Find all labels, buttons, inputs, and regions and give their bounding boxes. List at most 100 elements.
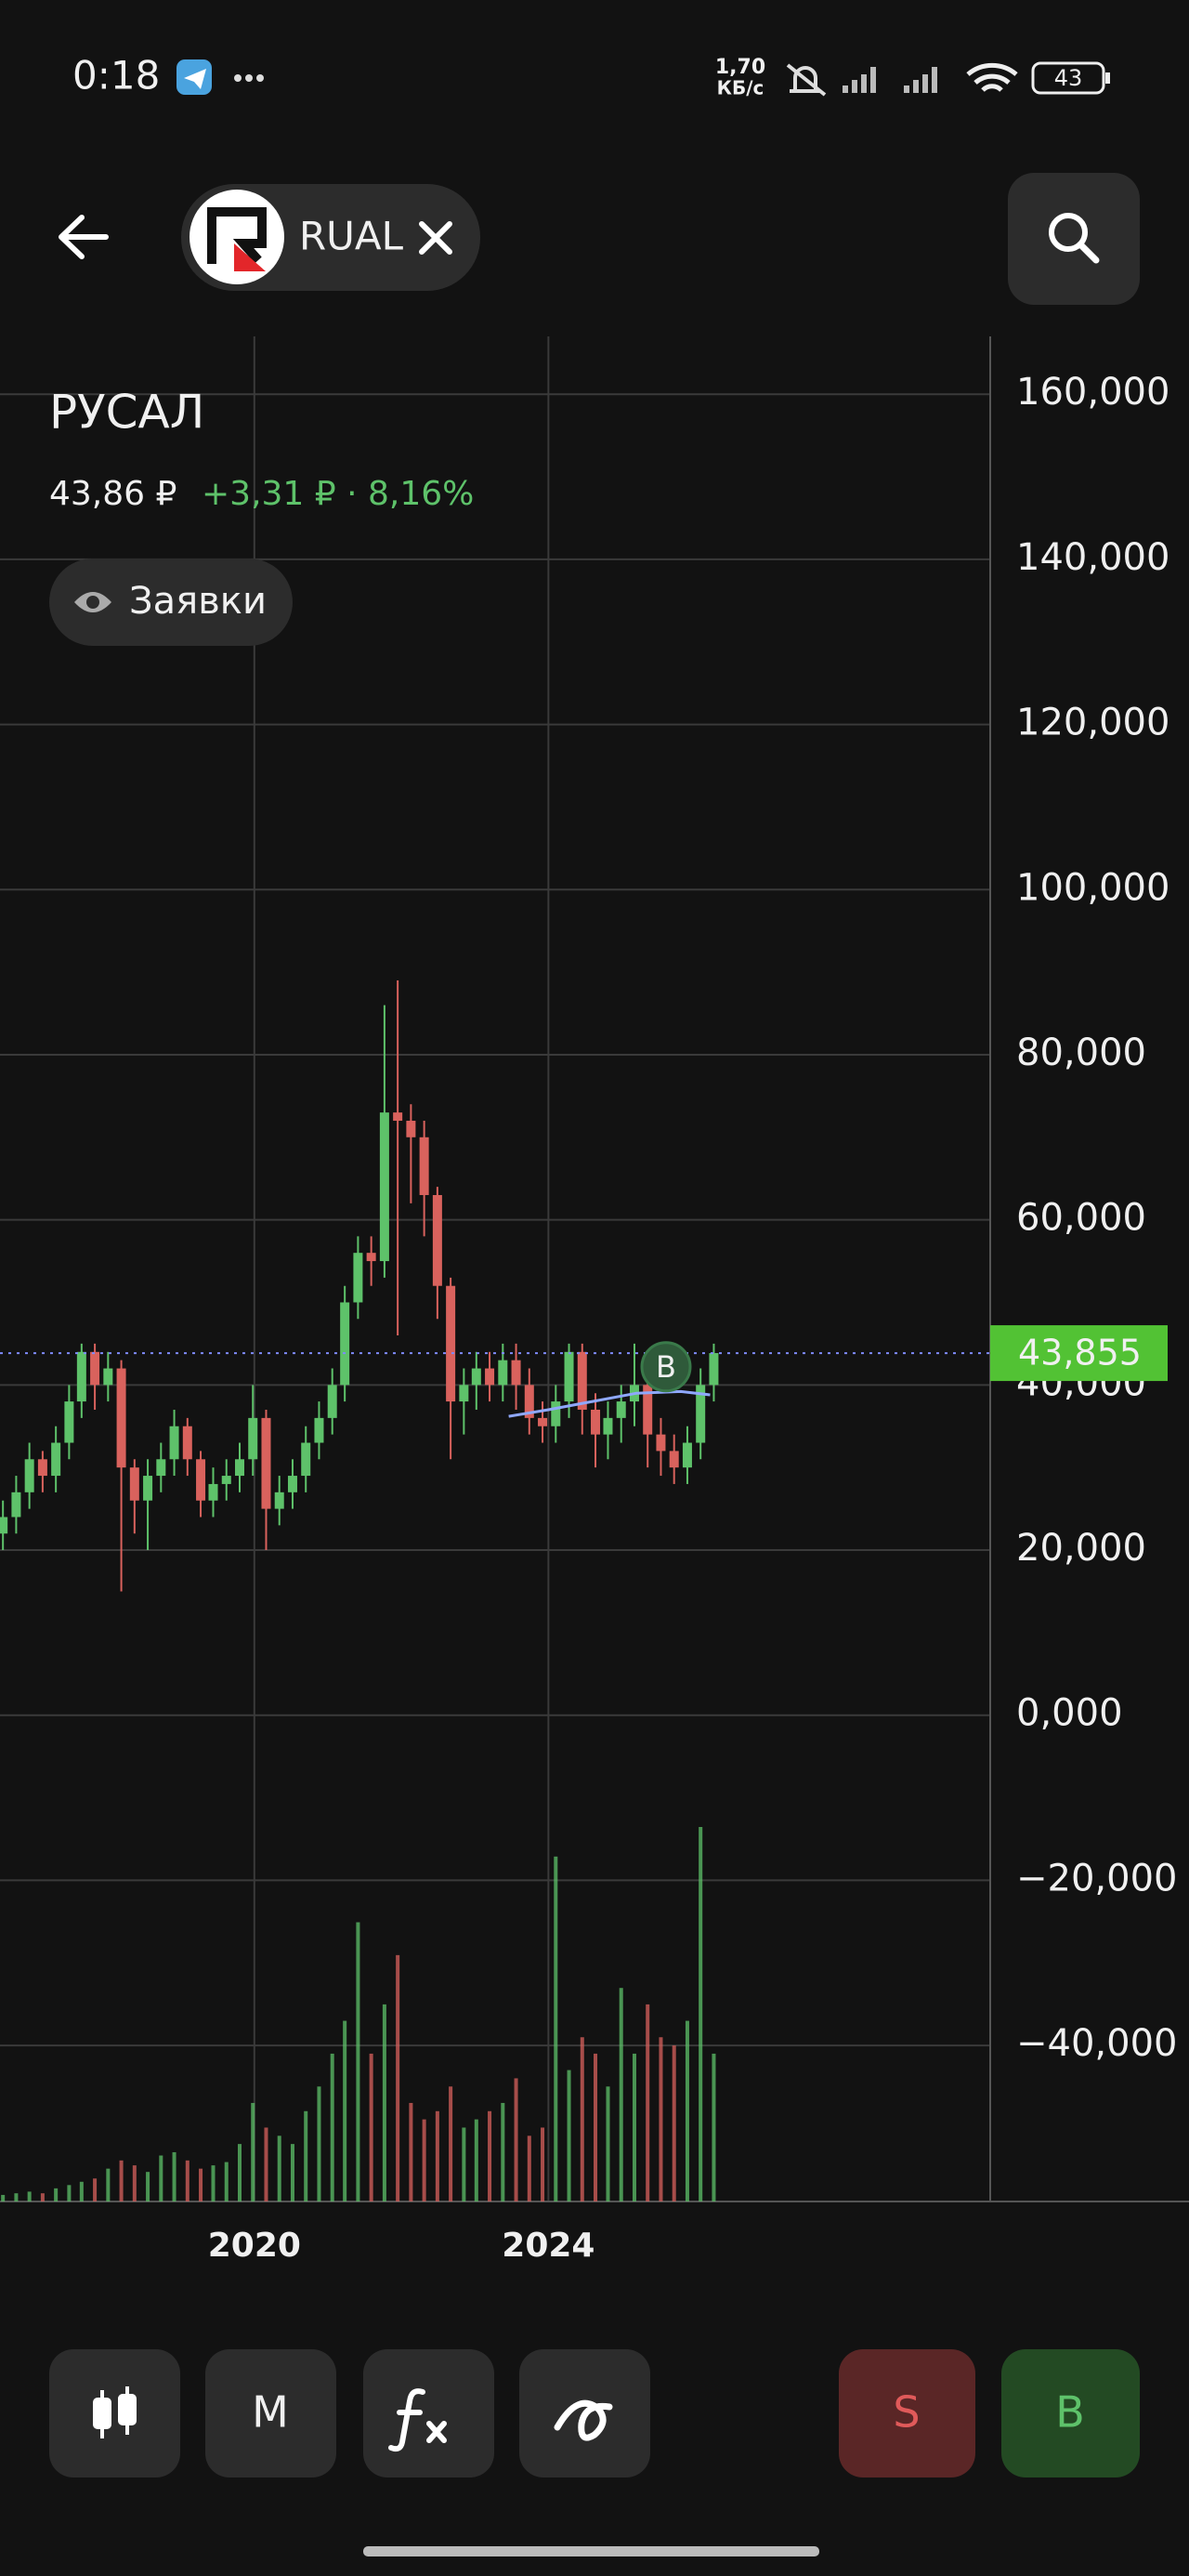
instrument-name: РУСАЛ: [49, 386, 204, 440]
candle-body: [353, 1253, 363, 1303]
volume-bar: [435, 2110, 439, 2201]
volume-bar: [199, 2168, 203, 2201]
candle-body: [103, 1368, 113, 1386]
candle-body: [340, 1302, 350, 1386]
candle-body: [261, 1417, 271, 1509]
candle-body: [709, 1353, 719, 1386]
candle-body: [669, 1451, 679, 1468]
candle-body: [498, 1360, 508, 1386]
sell-button[interactable]: [839, 2349, 975, 2477]
candle-body: [485, 1368, 495, 1386]
volume-bar: [251, 2102, 255, 2201]
volume-bar: [172, 2151, 176, 2201]
candle-body: [129, 1467, 139, 1501]
sell-label: S: [893, 2387, 920, 2438]
candle-body: [406, 1121, 416, 1137]
volume-bar: [343, 2020, 347, 2201]
instrument-price: 43,86 ₽: [49, 475, 176, 513]
volume-bar: [488, 2110, 492, 2201]
buy-label: B: [1055, 2387, 1085, 2438]
volume-bar: [606, 2086, 610, 2201]
candle-body: [156, 1459, 166, 1477]
chart-type-button[interactable]: [49, 2349, 180, 2477]
orders-button[interactable]: [49, 559, 293, 646]
candle-body: [314, 1417, 324, 1443]
volume-bar: [567, 2070, 571, 2201]
instrument-change: +3,31 ₽ · 8,16%: [202, 475, 474, 513]
volume-bar: [580, 2037, 584, 2201]
candle-body: [446, 1285, 456, 1402]
y-tick-label: 20,000: [1016, 1527, 1146, 1570]
volume-bar: [396, 1954, 400, 2201]
volume-bar: [40, 2193, 45, 2201]
candle-body: [221, 1476, 231, 1484]
volume-bar: [119, 2160, 124, 2201]
close-ticker[interactable]: [419, 221, 452, 255]
x-tick-label: 2020: [208, 2227, 301, 2265]
volume-bar: [317, 2086, 321, 2201]
candle-body: [24, 1459, 34, 1492]
candle-body: [76, 1351, 86, 1402]
telegram-plane: [184, 69, 206, 89]
trade-marker: [640, 1341, 692, 1393]
volume-bar: [527, 2136, 531, 2201]
net-unit: КБ/с: [717, 77, 764, 99]
volume-bar: [93, 2178, 98, 2201]
volume-bar: [646, 2004, 650, 2201]
volume-bar: [1, 2194, 6, 2201]
volume-bar: [632, 2053, 636, 2201]
candle-body: [379, 1112, 389, 1262]
volume-bar: [67, 2185, 72, 2201]
volume-bar: [514, 2078, 518, 2201]
y-tick-label: −40,000: [1016, 2022, 1177, 2065]
volume-bar: [14, 2193, 19, 2201]
trade-marker-label: B: [656, 1349, 676, 1385]
price-tag-label: 43,855: [1018, 1333, 1142, 1373]
y-tick-label: 160,000: [1016, 371, 1169, 414]
orders-label: Заявки: [129, 580, 267, 623]
candle-body: [538, 1417, 548, 1426]
candle-body: [169, 1426, 179, 1460]
candle-body: [551, 1401, 561, 1426]
battery-tip: [1105, 72, 1110, 84]
candle-body: [471, 1368, 481, 1386]
volume-bar: [159, 2155, 163, 2201]
volume-bar: [474, 2119, 478, 2201]
volume-bar: [264, 2127, 268, 2201]
y-tick-label: 140,000: [1016, 536, 1169, 579]
y-tick-label: 120,000: [1016, 702, 1169, 744]
buy-button[interactable]: [1001, 2349, 1140, 2477]
volume-bar: [237, 2144, 242, 2201]
volume-bar: [185, 2160, 189, 2201]
candle-body: [196, 1459, 206, 1501]
battery-level: 43: [1054, 65, 1083, 91]
candle-body: [182, 1426, 192, 1460]
candle-body: [11, 1492, 21, 1518]
candle-body: [696, 1385, 706, 1443]
candle-body: [37, 1459, 47, 1477]
candle-body: [603, 1417, 613, 1435]
candle-body: [643, 1385, 653, 1435]
candle-body: [564, 1351, 574, 1402]
indicators-button[interactable]: [363, 2349, 494, 2477]
draw-icon: [554, 2399, 613, 2441]
candle-body: [116, 1368, 126, 1468]
volume-bar: [224, 2162, 229, 2201]
volume-bar: [501, 2102, 505, 2201]
candle-body: [524, 1385, 534, 1418]
fx-icon: [388, 2388, 447, 2452]
volume-bar: [304, 2110, 308, 2201]
x-tick-label: 2024: [502, 2227, 594, 2265]
period-button[interactable]: [205, 2349, 336, 2477]
candles-icon: [93, 2386, 137, 2438]
candle-body: [301, 1442, 311, 1477]
candle-body: [287, 1476, 297, 1492]
search-handle: [1077, 241, 1100, 264]
search-button[interactable]: [1008, 173, 1140, 305]
volume-bar: [54, 2188, 59, 2201]
volume-bar: [659, 2037, 663, 2201]
volume-bar: [132, 2165, 137, 2201]
period-label: M: [252, 2387, 289, 2438]
back-button[interactable]: [59, 215, 109, 259]
